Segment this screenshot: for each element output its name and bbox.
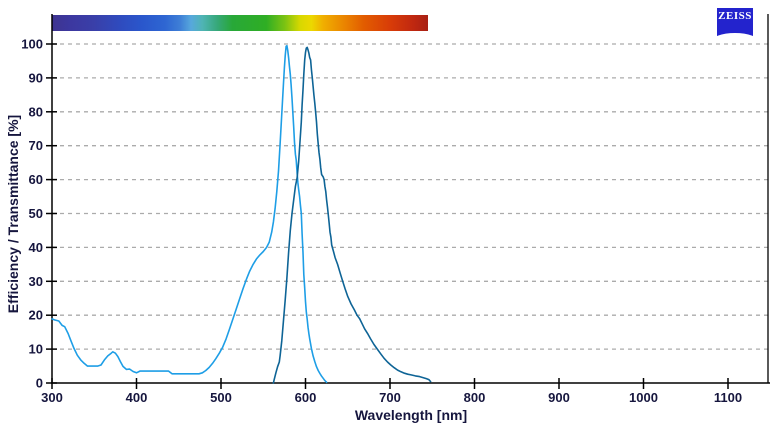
x-tick-label-1100: 1100: [714, 390, 742, 405]
x-tick-label-500: 500: [210, 390, 232, 405]
zeiss-logo: ZEISS: [717, 8, 753, 40]
y-tick-label-0: 0: [36, 376, 43, 391]
y-tick-label-90: 90: [29, 70, 43, 85]
zeiss-logo-text: ZEISS: [718, 10, 752, 22]
x-tick-label-700: 700: [379, 390, 401, 405]
wavelength-color-bar: [52, 15, 428, 31]
y-tick-label-80: 80: [29, 104, 43, 119]
x-tick-label-600: 600: [295, 390, 317, 405]
zeiss-lens-shape-icon: [717, 33, 753, 40]
y-tick-label-50: 50: [29, 206, 43, 221]
y-tick-label-40: 40: [29, 240, 43, 255]
y-tick-label-30: 30: [29, 274, 43, 289]
y-axis-title: Efficiency / Transmittance [%]: [5, 114, 21, 314]
y-tick-label-100: 100: [21, 37, 43, 52]
y-tick-label-10: 10: [29, 342, 43, 357]
x-tick-label-800: 800: [464, 390, 486, 405]
emission-spectrum-curve: [272, 46, 432, 384]
y-tick-label-60: 60: [29, 172, 43, 187]
x-tick-label-300: 300: [41, 390, 63, 405]
x-tick-label-900: 900: [548, 390, 570, 405]
y-tick-label-70: 70: [29, 138, 43, 153]
y-tick-label-20: 20: [29, 308, 43, 323]
x-tick-label-1000: 1000: [629, 390, 658, 405]
excitation-spectrum-curve: [51, 44, 328, 384]
x-axis-title: Wavelength [nm]: [354, 407, 468, 423]
x-tick-label-400: 400: [126, 390, 148, 405]
